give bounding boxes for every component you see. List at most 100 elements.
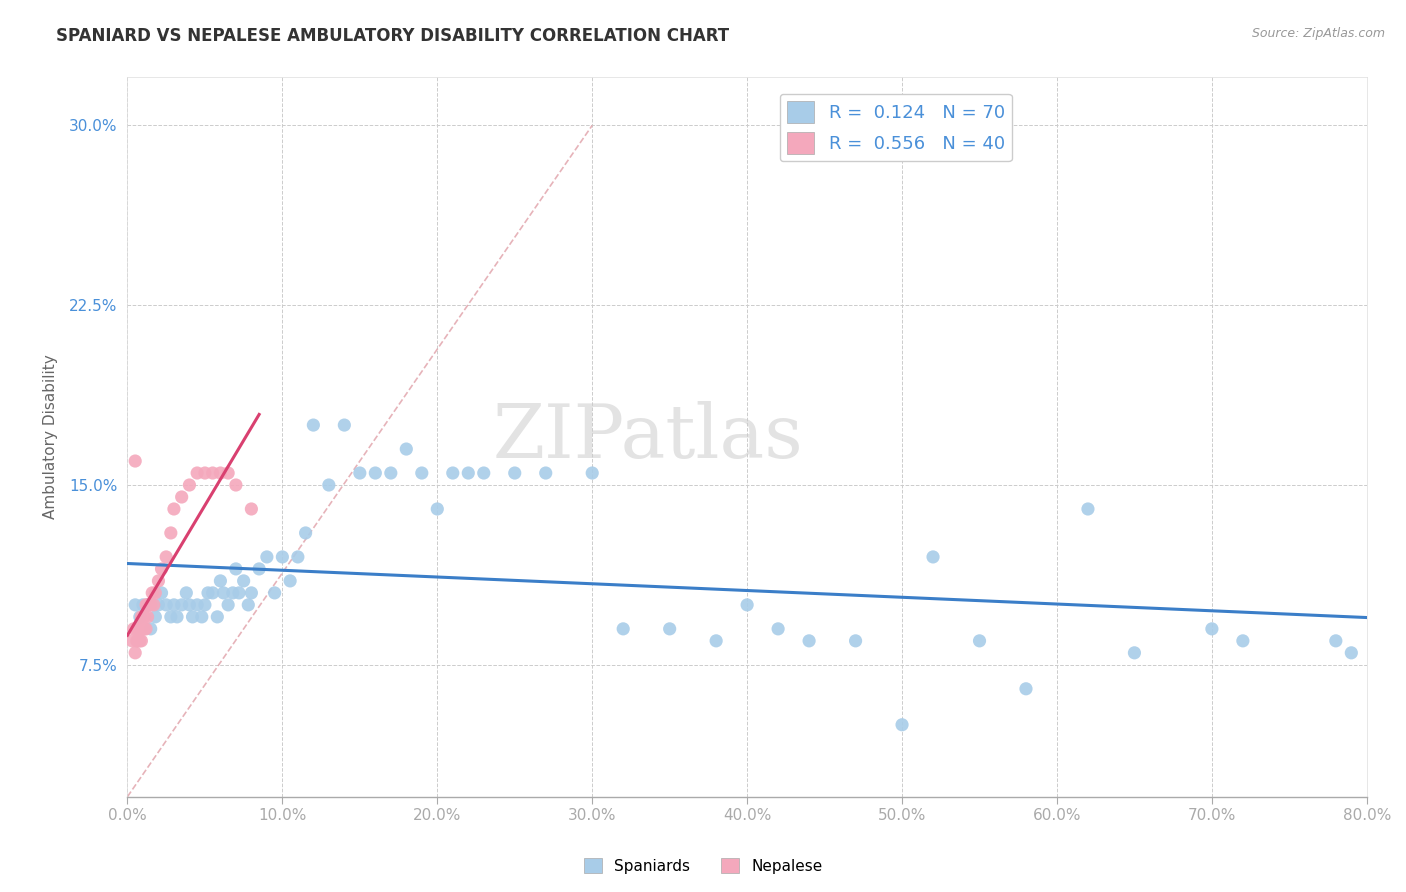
- Point: [131, 622, 153, 636]
- Point: [1077, 502, 1099, 516]
- Point: [1324, 633, 1347, 648]
- Point: [150, 562, 173, 576]
- Point: [922, 549, 945, 564]
- Point: [127, 633, 149, 648]
- Point: [735, 598, 758, 612]
- Point: [141, 586, 163, 600]
- Point: [612, 622, 634, 636]
- Point: [247, 562, 270, 576]
- Point: [163, 598, 186, 612]
- Point: [349, 466, 371, 480]
- Point: [131, 633, 153, 648]
- Point: [201, 466, 224, 480]
- Point: [143, 610, 166, 624]
- Point: [278, 574, 301, 588]
- Point: [181, 610, 204, 624]
- Point: [225, 478, 247, 492]
- Point: [222, 586, 245, 600]
- Point: [194, 598, 217, 612]
- Point: [160, 525, 183, 540]
- Point: [176, 586, 198, 600]
- Point: [131, 610, 153, 624]
- Point: [128, 610, 150, 624]
- Point: [186, 598, 208, 612]
- Point: [148, 598, 170, 612]
- Point: [212, 586, 235, 600]
- Point: [1201, 622, 1223, 636]
- Point: [166, 610, 188, 624]
- Point: [139, 622, 162, 636]
- Point: [969, 633, 991, 648]
- Point: [121, 633, 143, 648]
- Point: [197, 586, 219, 600]
- Point: [179, 598, 201, 612]
- Point: [581, 466, 603, 480]
- Point: [134, 610, 156, 624]
- Point: [457, 466, 479, 480]
- Point: [1340, 646, 1362, 660]
- Y-axis label: Ambulatory Disability: Ambulatory Disability: [44, 355, 58, 519]
- Point: [534, 466, 557, 480]
- Point: [411, 466, 433, 480]
- Point: [263, 586, 285, 600]
- Point: [143, 586, 166, 600]
- Point: [170, 490, 193, 504]
- Point: [217, 598, 239, 612]
- Point: [302, 418, 325, 433]
- Point: [194, 466, 217, 480]
- Point: [209, 466, 232, 480]
- Point: [704, 633, 727, 648]
- Legend: Spaniards, Nepalese: Spaniards, Nepalese: [578, 852, 828, 880]
- Point: [179, 478, 201, 492]
- Point: [128, 622, 150, 636]
- Point: [287, 549, 309, 564]
- Point: [170, 598, 193, 612]
- Point: [163, 502, 186, 516]
- Point: [426, 502, 449, 516]
- Point: [1015, 681, 1038, 696]
- Point: [441, 466, 464, 480]
- Legend: R =  0.124   N = 70, R =  0.556   N = 40: R = 0.124 N = 70, R = 0.556 N = 40: [780, 94, 1012, 161]
- Point: [135, 598, 157, 612]
- Point: [1232, 633, 1254, 648]
- Point: [135, 622, 157, 636]
- Point: [797, 633, 820, 648]
- Point: [132, 598, 155, 612]
- Point: [136, 598, 159, 612]
- Point: [766, 622, 789, 636]
- Point: [845, 633, 868, 648]
- Point: [155, 598, 177, 612]
- Point: [186, 466, 208, 480]
- Point: [318, 478, 340, 492]
- Point: [124, 598, 146, 612]
- Point: [891, 718, 914, 732]
- Point: [503, 466, 526, 480]
- Point: [238, 598, 260, 612]
- Point: [142, 598, 165, 612]
- Point: [148, 574, 170, 588]
- Point: [191, 610, 214, 624]
- Point: [134, 622, 156, 636]
- Point: [128, 633, 150, 648]
- Point: [125, 633, 148, 648]
- Point: [139, 598, 162, 612]
- Text: SPANIARD VS NEPALESE AMBULATORY DISABILITY CORRELATION CHART: SPANIARD VS NEPALESE AMBULATORY DISABILI…: [56, 27, 730, 45]
- Point: [124, 454, 146, 468]
- Point: [155, 549, 177, 564]
- Point: [333, 418, 356, 433]
- Point: [380, 466, 402, 480]
- Text: Source: ZipAtlas.com: Source: ZipAtlas.com: [1251, 27, 1385, 40]
- Point: [217, 466, 239, 480]
- Point: [132, 622, 155, 636]
- Point: [209, 574, 232, 588]
- Point: [228, 586, 250, 600]
- Point: [232, 574, 254, 588]
- Point: [240, 586, 263, 600]
- Point: [658, 622, 681, 636]
- Point: [124, 646, 146, 660]
- Point: [125, 622, 148, 636]
- Point: [271, 549, 294, 564]
- Point: [138, 598, 160, 612]
- Point: [127, 622, 149, 636]
- Point: [240, 502, 263, 516]
